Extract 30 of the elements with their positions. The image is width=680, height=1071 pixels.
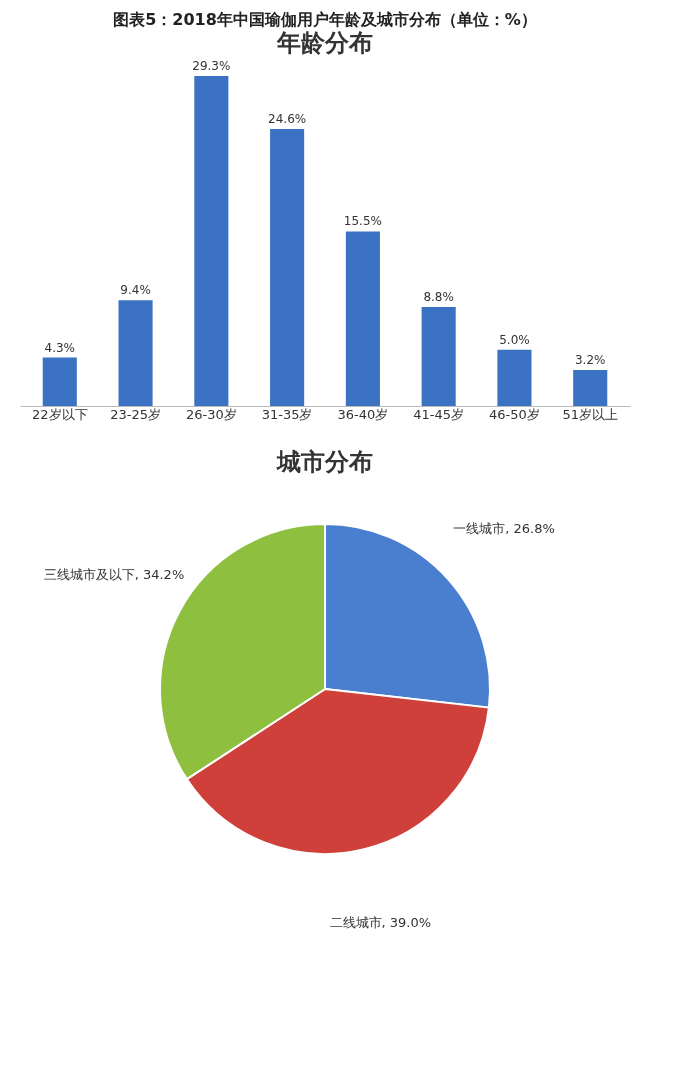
x-tick-label: 23-25岁 — [110, 406, 161, 422]
x-tick-label: 41-45岁 — [413, 406, 465, 422]
bar — [42, 357, 77, 406]
chart-title: 城市分布 — [276, 447, 373, 476]
chart-title: 图表5：2018年中国瑜伽用户年龄及城市分布（单位：%） — [113, 10, 537, 29]
x-tick-label: 51岁以上 — [562, 406, 618, 422]
data-label: 5.0% — [499, 332, 530, 347]
bar — [194, 76, 229, 406]
data-label: 8.8% — [423, 289, 454, 304]
slice-label: 一线城市, 26.8% — [453, 521, 555, 537]
bar — [270, 128, 305, 406]
chart-subtitle: 年龄分布 — [276, 28, 373, 57]
bar — [421, 306, 456, 406]
data-label: 9.4% — [120, 283, 151, 298]
bar — [118, 300, 153, 406]
x-tick-label: 22岁以下 — [32, 406, 88, 422]
bar — [497, 349, 532, 406]
bar — [573, 369, 608, 406]
data-label: 3.2% — [574, 352, 606, 367]
x-tick-label: 26-30岁 — [185, 406, 237, 422]
x-tick-label: 46-50岁 — [489, 406, 540, 422]
x-tick-label: 36-40岁 — [337, 406, 389, 422]
bar — [345, 231, 380, 406]
data-label: 4.3% — [44, 340, 76, 355]
data-label: 29.3% — [192, 59, 231, 73]
data-label: 24.6% — [268, 111, 307, 126]
slice-label: 三线城市及以下, 34.2% — [43, 566, 185, 582]
slice-label: 二线城市, 39.0% — [329, 914, 432, 930]
data-label: 15.5% — [343, 214, 382, 229]
x-tick-label: 31-35岁 — [261, 406, 313, 422]
